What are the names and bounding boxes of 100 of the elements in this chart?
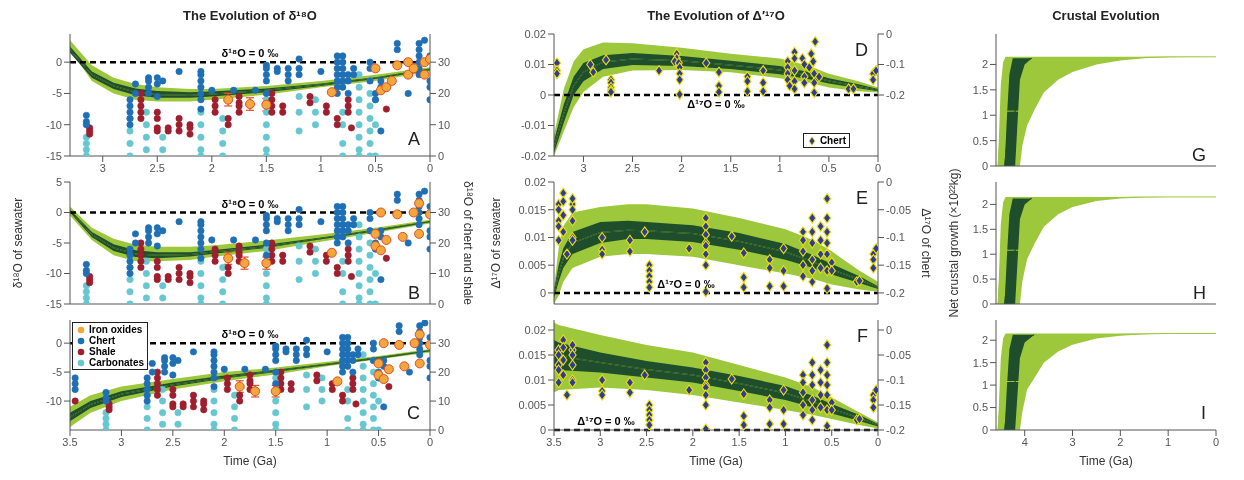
y-tick-label: 2 xyxy=(981,58,988,71)
x-tick-label: 1.5 xyxy=(258,161,275,174)
y-tick-label: 5 xyxy=(55,175,62,188)
ref-line-label: Δ¹⁷O = 0 ‰ xyxy=(657,277,715,290)
y2-tick-label: -0.15 xyxy=(886,398,912,411)
y-tick-label: 0.5 xyxy=(972,273,988,286)
x-tick-label: 0.5 xyxy=(821,161,837,174)
x-tick-label: 1 xyxy=(782,435,789,448)
x-tick-label: 3 xyxy=(580,161,587,174)
x-tick-label: 1 xyxy=(1165,435,1172,448)
y-tick-label: 0.005 xyxy=(518,398,546,411)
y2-tick-label: 30 xyxy=(438,337,451,350)
y2-tick-label: 0 xyxy=(438,297,445,310)
y-tick-label: 0.01 xyxy=(524,58,546,71)
y2-tick-label: 0 xyxy=(886,175,893,188)
y2-tick-label: 10 xyxy=(438,394,451,407)
y2-tick-label: 20 xyxy=(438,366,451,379)
x-tick-label: 2 xyxy=(208,161,215,174)
x-tick-label: 4 xyxy=(1021,435,1028,448)
y2-tick-label: -0.1 xyxy=(886,373,905,386)
annotation: B xyxy=(407,283,420,304)
annotation: G xyxy=(1191,145,1206,166)
y-tick-label: -5 xyxy=(52,236,62,249)
y-tick-label: 1 xyxy=(981,109,988,122)
y-tick-label: -0.01 xyxy=(520,119,546,132)
y-tick-label: -5 xyxy=(52,366,62,379)
chart-title: The Evolution of δ¹⁸O xyxy=(182,8,318,25)
y-tick-label: 0.01 xyxy=(524,231,546,244)
y-tick-label: -10 xyxy=(46,267,62,280)
ref-line-label: Δ¹⁷O = 0 ‰ xyxy=(577,415,635,427)
y2-tick-label: 0 xyxy=(438,149,445,162)
y2-tick-label: 20 xyxy=(438,236,451,249)
x-tick-label: 2 xyxy=(689,435,696,448)
y2-tick-label: 0 xyxy=(886,323,893,336)
x-tick-label: 2 xyxy=(678,161,685,174)
y2-tick-label: -0.05 xyxy=(886,348,912,361)
x-tick-label: 0 xyxy=(874,435,882,448)
x-tick-label: 3 xyxy=(99,161,106,174)
y-tick-label: 0 xyxy=(55,337,62,350)
y-tick-label: 0.02 xyxy=(524,323,546,336)
y-tick-label: -10 xyxy=(46,394,62,407)
y-axis-title: Δ¹⁷O of seawater xyxy=(489,197,503,289)
y-tick-label: -0.02 xyxy=(520,149,546,162)
y2-tick-label: 0 xyxy=(886,27,893,40)
y2-tick-label: 10 xyxy=(438,118,451,131)
y2-tick-label: 20 xyxy=(438,87,451,100)
x-tick-label: 2.5 xyxy=(149,161,165,174)
x-tick-label: 1 xyxy=(317,161,324,174)
y2-tick-label: -0.1 xyxy=(886,58,905,71)
annotation: C xyxy=(407,403,420,424)
legend-label: Iron oxides xyxy=(89,324,143,335)
x-tick-label: 1.5 xyxy=(731,435,747,448)
x-tick-label: 3 xyxy=(118,435,125,448)
x-tick-label: 1 xyxy=(776,161,783,174)
y-tick-label: 1 xyxy=(981,379,988,392)
y2-axis-title: δ¹⁸O of chert and shale xyxy=(461,181,475,305)
y-axis-title: δ¹⁸O of seawater xyxy=(11,197,25,289)
y-tick-label: -10 xyxy=(46,118,62,131)
legend-label: Chert xyxy=(89,335,116,346)
y2-tick-label: -0.05 xyxy=(886,203,912,216)
y-tick-label: 0.02 xyxy=(524,27,546,40)
annotation: D xyxy=(855,40,868,61)
y2-tick-label: -0.15 xyxy=(886,259,912,272)
x-tick-label: 0.5 xyxy=(824,435,840,448)
y2-tick-label: 0 xyxy=(438,423,445,436)
legend-label: Chert xyxy=(819,135,846,146)
x-tick-label: 2.5 xyxy=(165,435,181,448)
y2-tick-label: 30 xyxy=(438,206,451,219)
x-tick-label: 0 xyxy=(426,161,434,174)
ref-line-label: δ¹⁸O = 0 ‰ xyxy=(221,328,279,341)
y2-axis-title: Δ¹⁷O of chert xyxy=(919,208,933,278)
x-axis-title: Time (Ga) xyxy=(1079,454,1133,468)
y-tick-label: 0.015 xyxy=(518,348,546,361)
chart-title: The Evolution of Δ′¹⁷O xyxy=(646,8,786,25)
x-tick-label: 0 xyxy=(874,161,882,174)
y-tick-label: 0.015 xyxy=(518,203,546,216)
y-tick-label: 1.5 xyxy=(972,83,988,96)
x-axis-title: Time (Ga) xyxy=(223,454,277,468)
x-tick-label: 3.5 xyxy=(546,435,562,448)
y2-tick-label: -0.2 xyxy=(886,286,905,299)
y-tick-label: -15 xyxy=(46,149,62,162)
y-tick-label: 0 xyxy=(55,206,62,219)
annotation: A xyxy=(407,129,420,150)
x-tick-label: 3.5 xyxy=(62,435,78,448)
y-tick-label: 0.5 xyxy=(972,401,988,414)
x-tick-label: 3 xyxy=(1069,435,1076,448)
x-tick-label: 1.5 xyxy=(268,435,284,448)
x-tick-label: 2.5 xyxy=(638,435,655,448)
y-tick-label: 0 xyxy=(539,286,546,299)
y-tick-label: 1.5 xyxy=(972,223,988,236)
y2-tick-label: -0.1 xyxy=(886,231,905,244)
y2-tick-label: 10 xyxy=(438,267,451,280)
annotation: E xyxy=(855,188,868,209)
y-tick-label: 0.02 xyxy=(524,175,546,188)
y-axis-title: Net crustal growth (×10²²kg) xyxy=(947,168,961,318)
x-tick-label: 0.5 xyxy=(370,435,387,448)
y-tick-label: 0 xyxy=(981,297,988,310)
ref-line-label: Δ¹⁷O = 0 ‰ xyxy=(687,97,745,110)
x-tick-label: 2 xyxy=(1117,435,1124,448)
y-tick-label: 0 xyxy=(981,423,988,436)
